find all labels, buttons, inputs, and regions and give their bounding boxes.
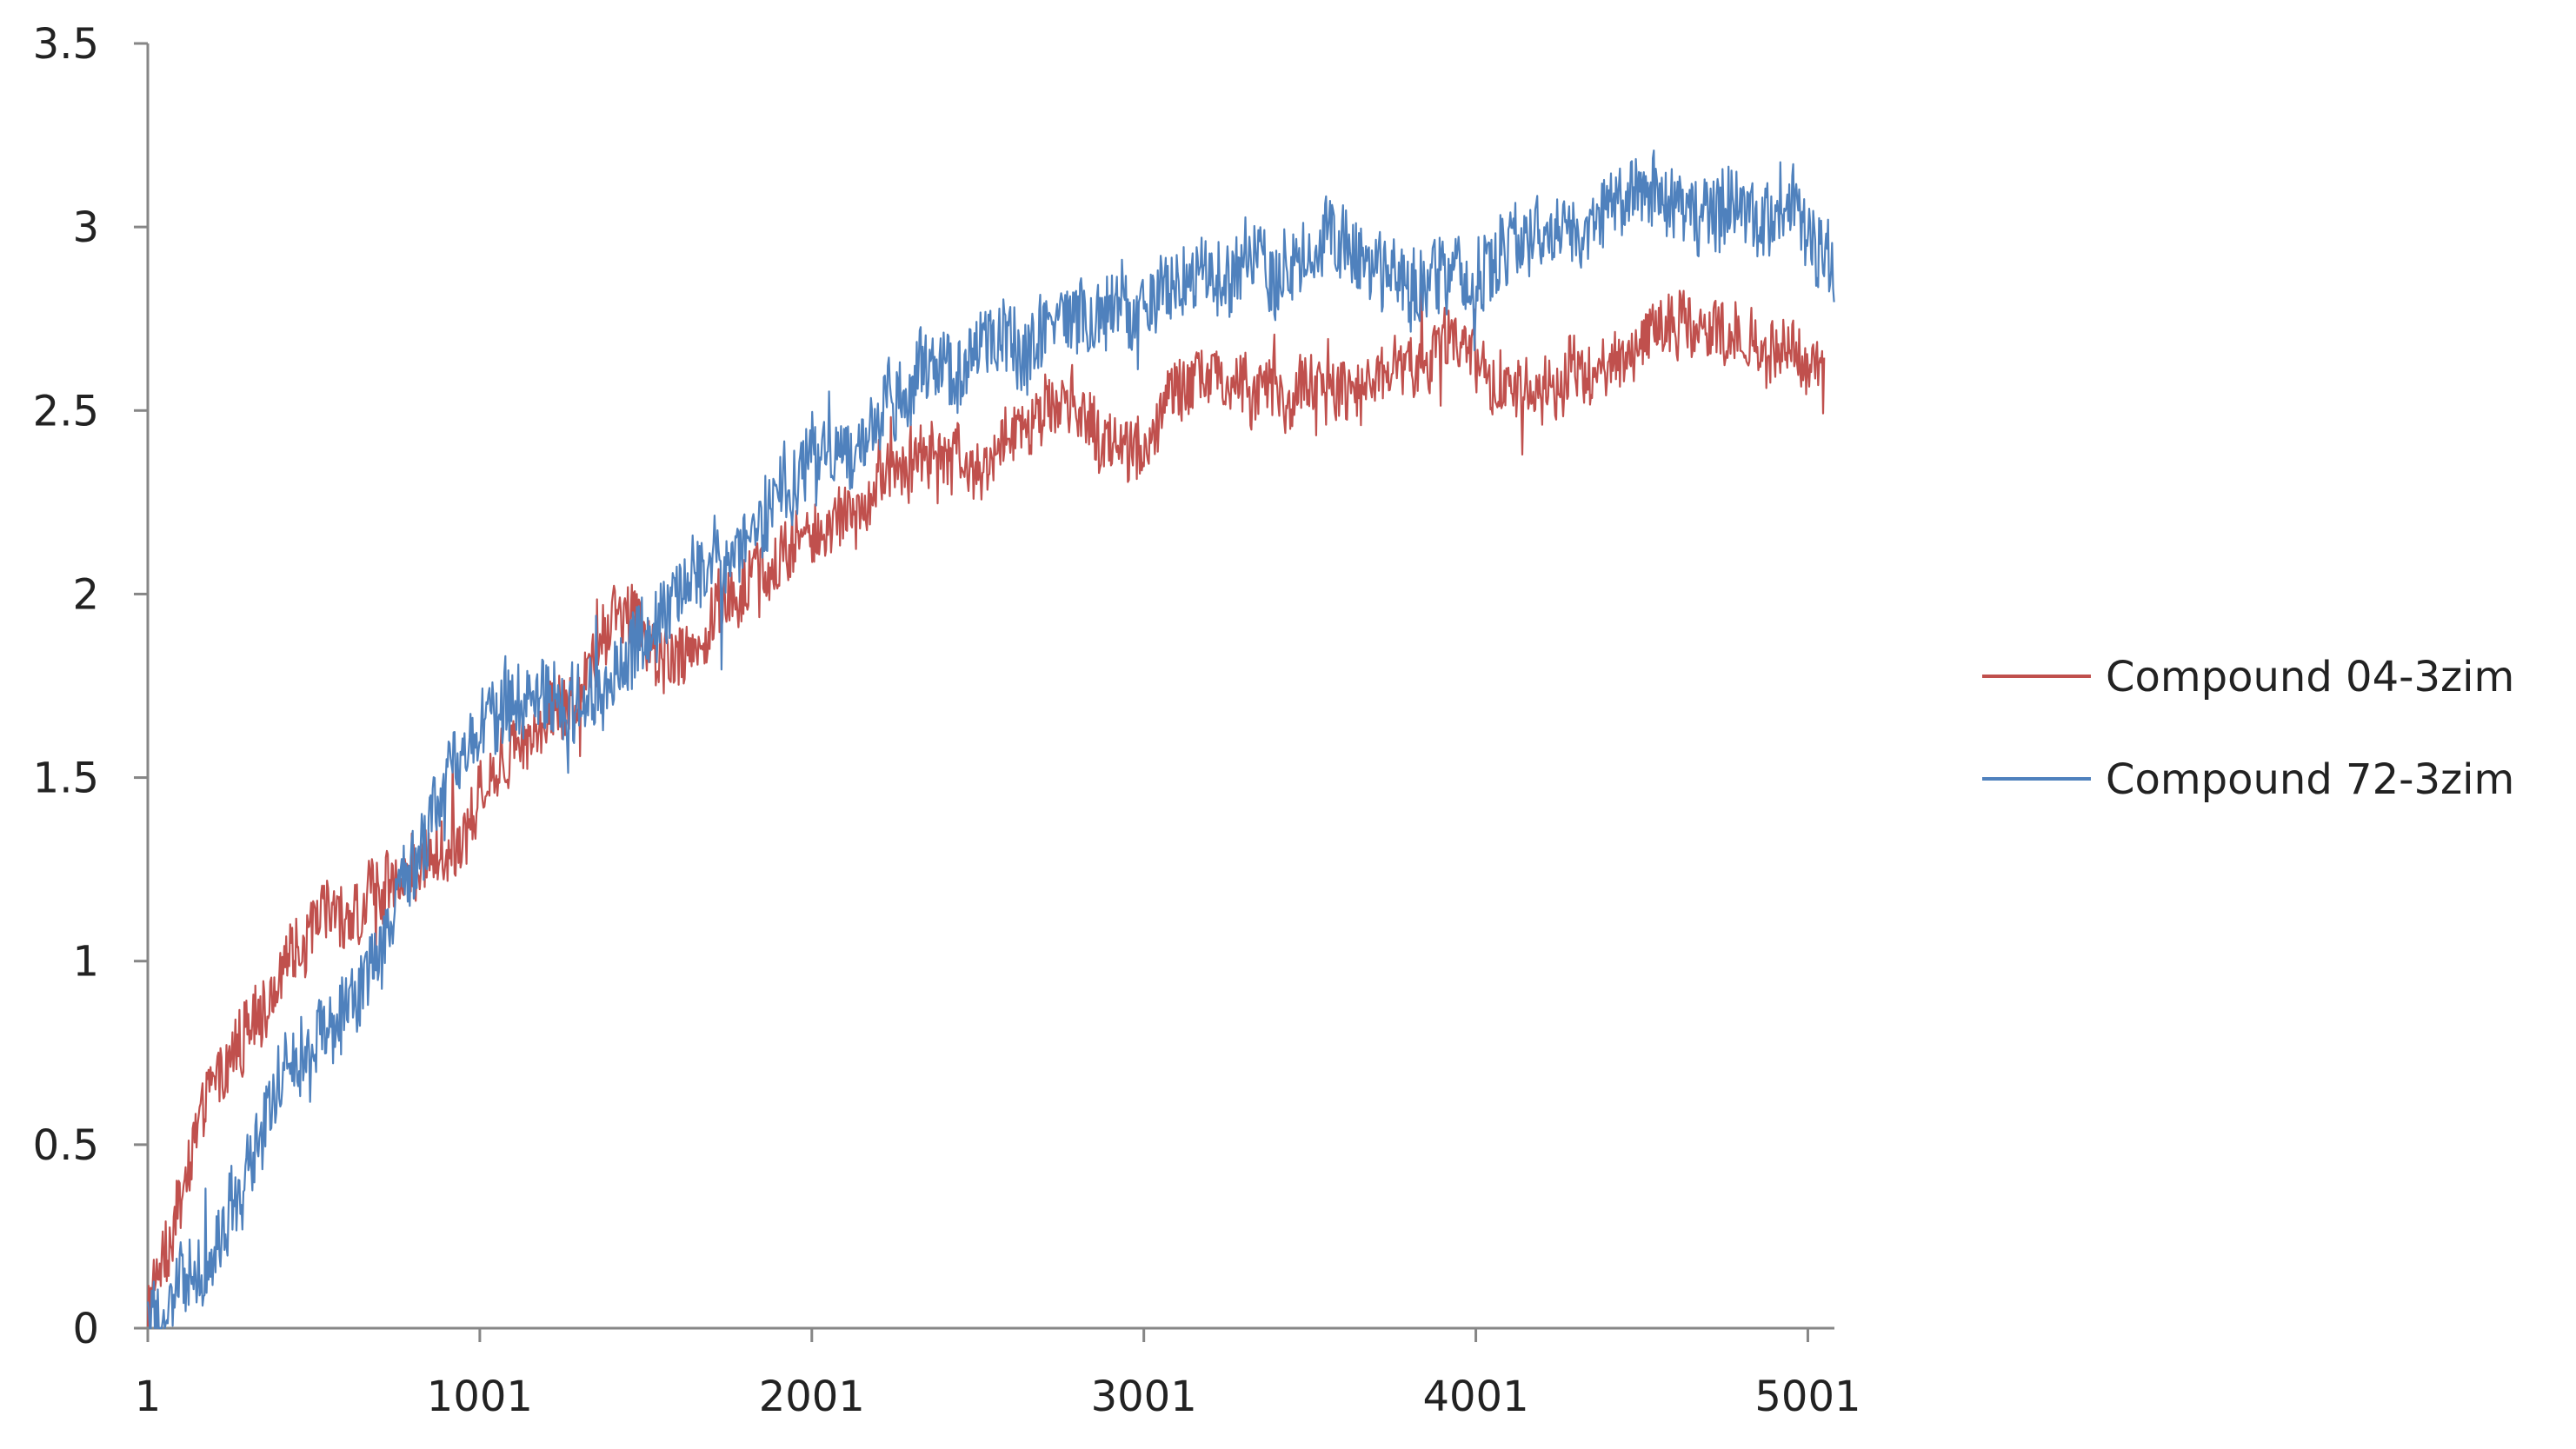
y-axis-ticks: 0 0.5 1 1.5 2 2.5 3 3.5 — [33, 20, 148, 1353]
series-line-1 — [146, 283, 1826, 1327]
y-tick-label: 0 — [72, 1305, 99, 1353]
x-tick-label: 2001 — [759, 1373, 865, 1421]
legend-label: Compound 04-3zim — [2106, 653, 2514, 701]
x-tick-label: 5001 — [1754, 1373, 1860, 1421]
x-tick-label: 1001 — [427, 1373, 533, 1421]
y-tick-label: 3.5 — [33, 20, 99, 69]
x-tick-label: 4001 — [1422, 1373, 1528, 1421]
series-line-2 — [146, 150, 1835, 1330]
axes — [146, 43, 1834, 1330]
y-tick-label: 0.5 — [33, 1121, 99, 1170]
y-tick-label: 3 — [72, 203, 99, 252]
y-tick-label: 1.5 — [33, 754, 99, 803]
x-axis-ticks: 1 1001 2001 3001 4001 5001 — [135, 1328, 1861, 1421]
legend: Compound 04-3zim Compound 72-3zim — [1982, 653, 2514, 804]
legend-label: Compound 72-3zim — [2106, 755, 2514, 804]
y-tick-label: 2.5 — [33, 387, 99, 435]
y-tick-label: 1 — [72, 938, 99, 987]
y-tick-label: 2 — [72, 570, 99, 619]
series-layer — [146, 150, 1835, 1330]
x-tick-label: 1 — [135, 1373, 162, 1421]
x-tick-label: 3001 — [1091, 1373, 1197, 1421]
